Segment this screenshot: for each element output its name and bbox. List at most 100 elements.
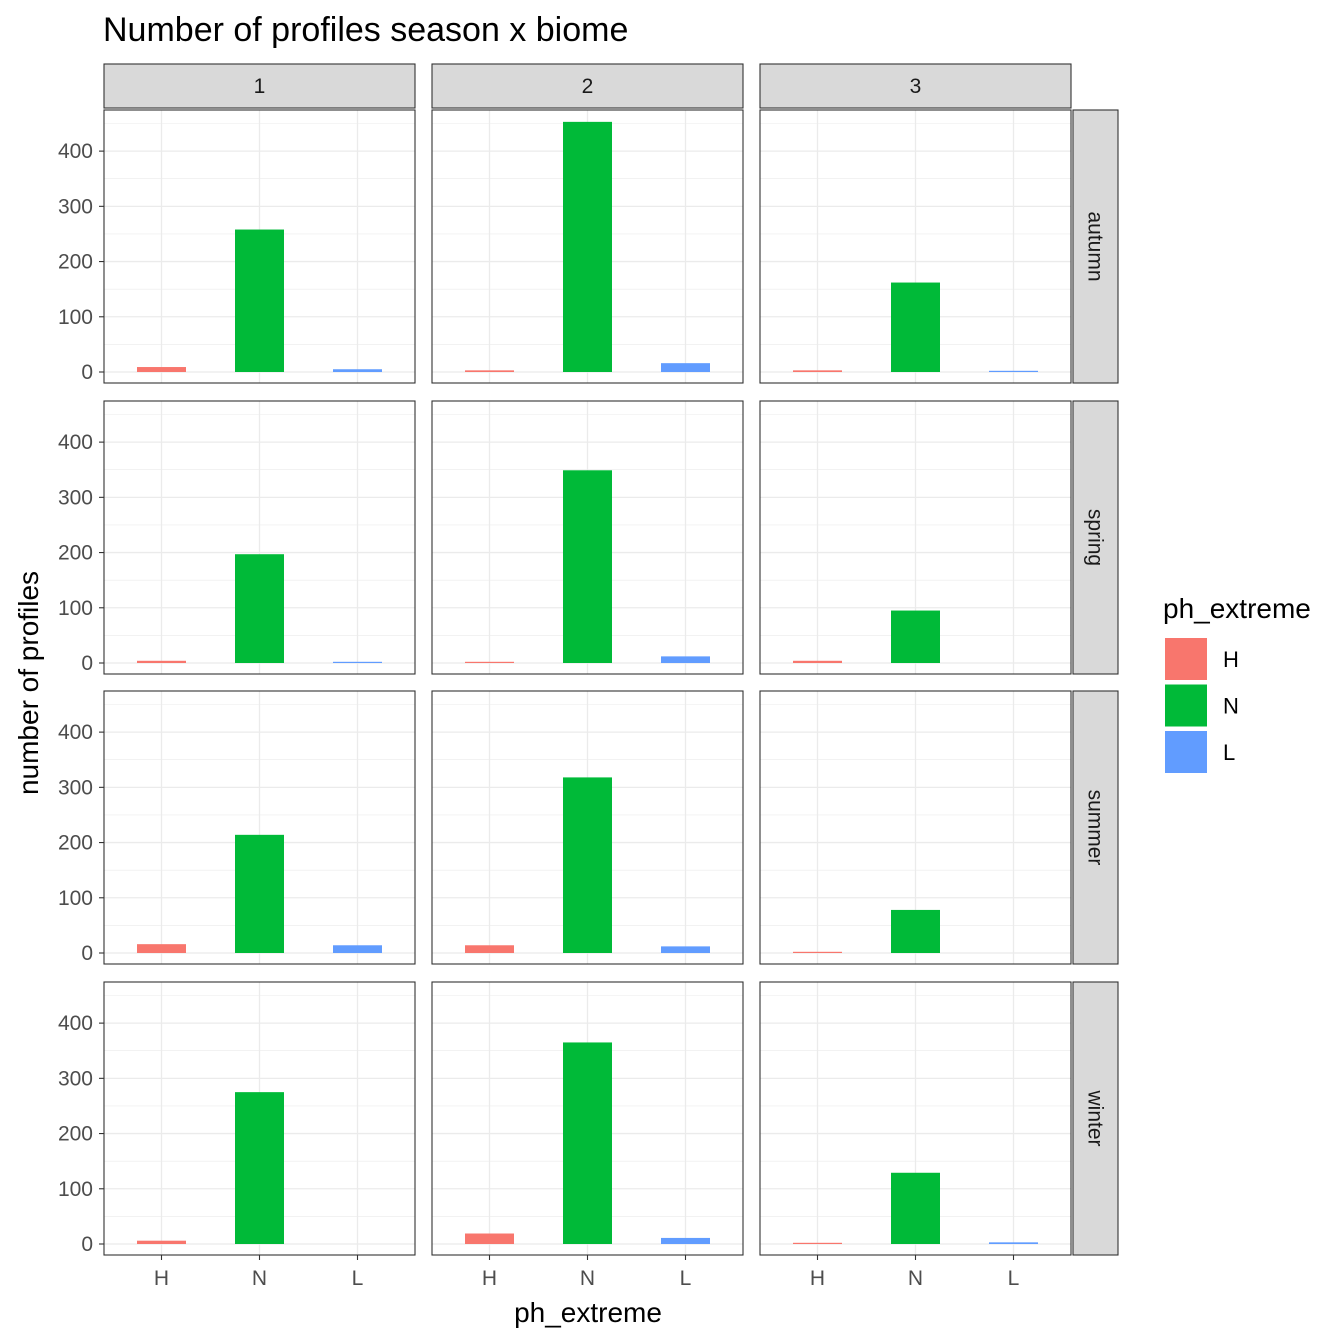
bar-H: [465, 370, 514, 372]
row-strip: [1072, 400, 1119, 675]
y-tick-label: 0: [81, 1233, 93, 1256]
panel-summer-1: 0 100 200 300 400: [58, 690, 416, 965]
column-strip: [759, 63, 1072, 109]
bar-N: [891, 1172, 940, 1244]
y-tick-label: 0: [81, 361, 93, 384]
row-strip-label: autumn: [1084, 211, 1107, 281]
x-tick-label: N: [252, 1267, 267, 1290]
legend-key-H: [1165, 638, 1207, 680]
y-tick-label: 100: [58, 306, 93, 329]
y-tick-label: 200: [58, 251, 93, 274]
bar-N: [235, 229, 284, 372]
y-tick-label: 0: [81, 942, 93, 965]
y-tick-label: 200: [58, 832, 93, 855]
y-tick-label: 0: [81, 652, 93, 675]
chart-title: Number of profiles season x biome: [103, 11, 628, 49]
legend-label-N: N: [1223, 694, 1239, 719]
panel-border: [431, 400, 744, 675]
panel-border: [103, 400, 416, 675]
y-tick-label: 400: [58, 431, 93, 454]
y-tick-label: 400: [58, 1012, 93, 1035]
bar-H: [793, 951, 842, 953]
row-strip: [1072, 690, 1119, 965]
y-tick-label: 300: [58, 1067, 93, 1090]
x-tick-label: L: [1008, 1267, 1020, 1290]
bar-H: [793, 1242, 842, 1244]
legend-title: ph_extreme: [1163, 593, 1311, 624]
y-tick-label: 300: [58, 776, 93, 799]
bar-H: [137, 944, 186, 953]
y-tick-label: 400: [58, 140, 93, 163]
bar-H: [465, 661, 514, 663]
row-strip: [1072, 109, 1119, 384]
panel-spring-2: [431, 400, 744, 675]
bar-L: [333, 369, 382, 372]
bar-H: [465, 945, 514, 953]
x-tick-label: N: [580, 1267, 595, 1290]
bar-N: [563, 1042, 612, 1244]
y-tick-label: 200: [58, 542, 93, 565]
y-tick-label: 200: [58, 1123, 93, 1146]
bar-L: [989, 1242, 1038, 1244]
bar-H: [137, 1240, 186, 1244]
y-tick-label: 100: [58, 1178, 93, 1201]
legend: ph_extreme HNL: [1163, 593, 1311, 773]
bar-N: [563, 470, 612, 663]
x-tick-label: H: [482, 1267, 497, 1290]
bar-L: [989, 370, 1038, 372]
bar-L: [661, 656, 710, 663]
bar-L: [333, 661, 382, 663]
panel-spring-3: [759, 400, 1072, 675]
column-strip: [103, 63, 416, 109]
panel-border: [431, 109, 744, 384]
bar-N: [563, 777, 612, 953]
y-tick-label: 100: [58, 887, 93, 910]
column-strip: [431, 63, 744, 109]
bar-L: [661, 1237, 710, 1244]
y-tick-label: 400: [58, 721, 93, 744]
bar-N: [891, 282, 940, 372]
panel-border: [759, 400, 1072, 675]
panel-winter-1: 0 100 200 300 400 H N L: [58, 981, 416, 1290]
bar-H: [137, 367, 186, 372]
column-strip-label: 3: [910, 75, 922, 98]
bar-N: [235, 554, 284, 663]
row-strip-label: spring: [1084, 509, 1107, 566]
y-tick-label: 300: [58, 486, 93, 509]
bar-L: [661, 946, 710, 953]
panel-border: [103, 109, 416, 384]
legend-key-L: [1165, 731, 1207, 773]
panel-border: [431, 690, 744, 965]
x-axis-title: ph_extreme: [514, 1297, 662, 1328]
panel-summer-3: [759, 690, 1072, 965]
x-tick-label: L: [352, 1267, 364, 1290]
y-tick-label: 100: [58, 597, 93, 620]
panel-autumn-2: [431, 109, 744, 384]
facet-grid: 1 2 3 autumn spring summer winter 0 100 200 300 400…: [58, 63, 1119, 1290]
panel-summer-2: [431, 690, 744, 965]
panel-spring-1: 0 100 200 300 400: [58, 400, 416, 675]
panel-border: [759, 690, 1072, 965]
x-tick-label: N: [908, 1267, 923, 1290]
bar-N: [891, 610, 940, 663]
y-tick-label: 300: [58, 195, 93, 218]
row-strip-label: summer: [1084, 790, 1107, 866]
panel-autumn-3: [759, 109, 1072, 384]
bar-L: [333, 945, 382, 953]
x-tick-label: H: [154, 1267, 169, 1290]
bar-H: [793, 370, 842, 372]
bar-N: [235, 1092, 284, 1244]
x-tick-label: L: [680, 1267, 692, 1290]
panel-border: [759, 109, 1072, 384]
bar-H: [465, 1233, 514, 1244]
bar-H: [137, 660, 186, 663]
bar-H: [793, 660, 842, 663]
bar-L: [661, 363, 710, 372]
y-axis-title: number of profiles: [13, 571, 44, 795]
row-strip-label: winter: [1084, 1089, 1107, 1146]
bar-N: [891, 909, 940, 953]
column-strip-label: 1: [254, 75, 266, 98]
